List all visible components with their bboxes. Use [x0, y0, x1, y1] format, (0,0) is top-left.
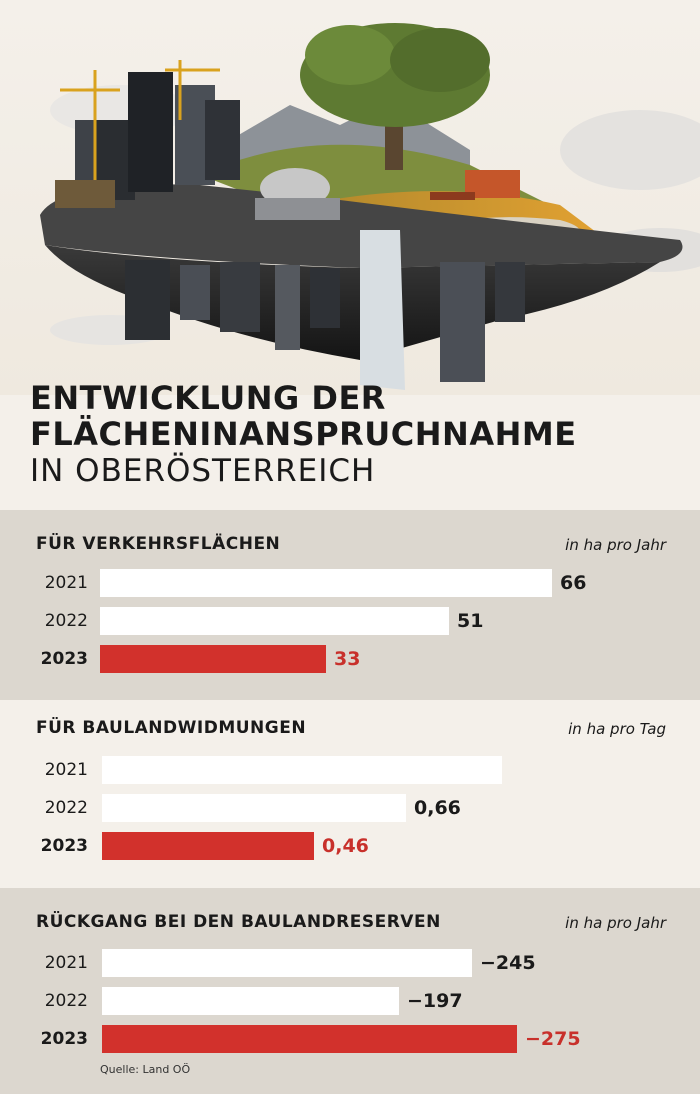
bar-row-2021: 2021 −245 — [0, 948, 700, 978]
bar-row-2023: 2023 33 — [0, 644, 700, 674]
chart-unit: in ha pro Jahr — [565, 914, 666, 932]
headline: ENTWICKLUNG DER FLÄCHENINANSPRUCHNAHME I… — [30, 380, 670, 490]
chart-unit: in ha pro Tag — [568, 720, 666, 738]
year-label: 2023 — [40, 1029, 88, 1049]
value-label: −197 — [407, 990, 463, 1012]
year-label: 2022 — [44, 798, 88, 818]
bar-2021 — [102, 756, 502, 784]
value-label: 51 — [457, 610, 484, 632]
bar-row-2023: 2023 −275 — [0, 1024, 700, 1054]
bar-2023 — [102, 832, 314, 860]
bar-row-2022: 2022 51 — [0, 606, 700, 636]
headline-line-2: FLÄCHENINANSPRUCHNAHME — [30, 415, 577, 453]
year-label: 2023 — [40, 649, 88, 669]
headline-line-1: ENTWICKLUNG DER — [30, 379, 386, 417]
value-label: 33 — [334, 648, 361, 670]
year-label: 2021 — [44, 573, 88, 593]
bar-2021 — [102, 949, 472, 977]
bar-2023 — [102, 1025, 517, 1053]
chart-baulandreserven: RÜCKGANG BEI DEN BAULANDRESERVEN in ha p… — [0, 888, 700, 1094]
year-label: 2022 — [44, 991, 88, 1011]
floating-island-illustration — [0, 0, 700, 395]
bar-row-2023: 2023 0,46 — [0, 831, 700, 861]
year-label: 2023 — [40, 836, 88, 856]
chart-title: FÜR VERKEHRSFLÄCHEN — [36, 534, 281, 554]
bar-row-2021: 2021 — [0, 755, 700, 785]
bar-2023 — [100, 645, 326, 673]
chart-baulandwidmungen: FÜR BAULANDWIDMUNGEN in ha pro Tag 2021 2… — [0, 700, 700, 888]
value-label: 0,46 — [322, 835, 369, 857]
year-label: 2022 — [44, 611, 88, 631]
bar-row-2021: 2021 66 — [0, 568, 700, 598]
value-label: 0,66 — [414, 797, 461, 819]
bar-2022 — [102, 794, 406, 822]
chart-unit: in ha pro Jahr — [565, 536, 666, 554]
value-label: −275 — [525, 1028, 581, 1050]
headline-line-3: IN OBERÖSTERREICH — [30, 453, 376, 489]
bar-row-2022: 2022 0,66 — [0, 793, 700, 823]
source-note: Quelle: Land OÖ — [100, 1063, 191, 1076]
value-label: 66 — [560, 572, 587, 594]
chart-title: RÜCKGANG BEI DEN BAULANDRESERVEN — [36, 912, 441, 932]
year-label: 2021 — [44, 760, 88, 780]
chart-title: FÜR BAULANDWIDMUNGEN — [36, 718, 307, 738]
year-label: 2021 — [44, 953, 88, 973]
value-label: −245 — [480, 952, 536, 974]
bar-2021 — [100, 569, 552, 597]
bar-row-2022: 2022 −197 — [0, 986, 700, 1016]
bar-2022 — [102, 987, 399, 1015]
chart-verkehrsflaechen: FÜR VERKEHRSFLÄCHEN in ha pro Jahr 2021 6… — [0, 510, 700, 700]
bar-2022 — [100, 607, 449, 635]
